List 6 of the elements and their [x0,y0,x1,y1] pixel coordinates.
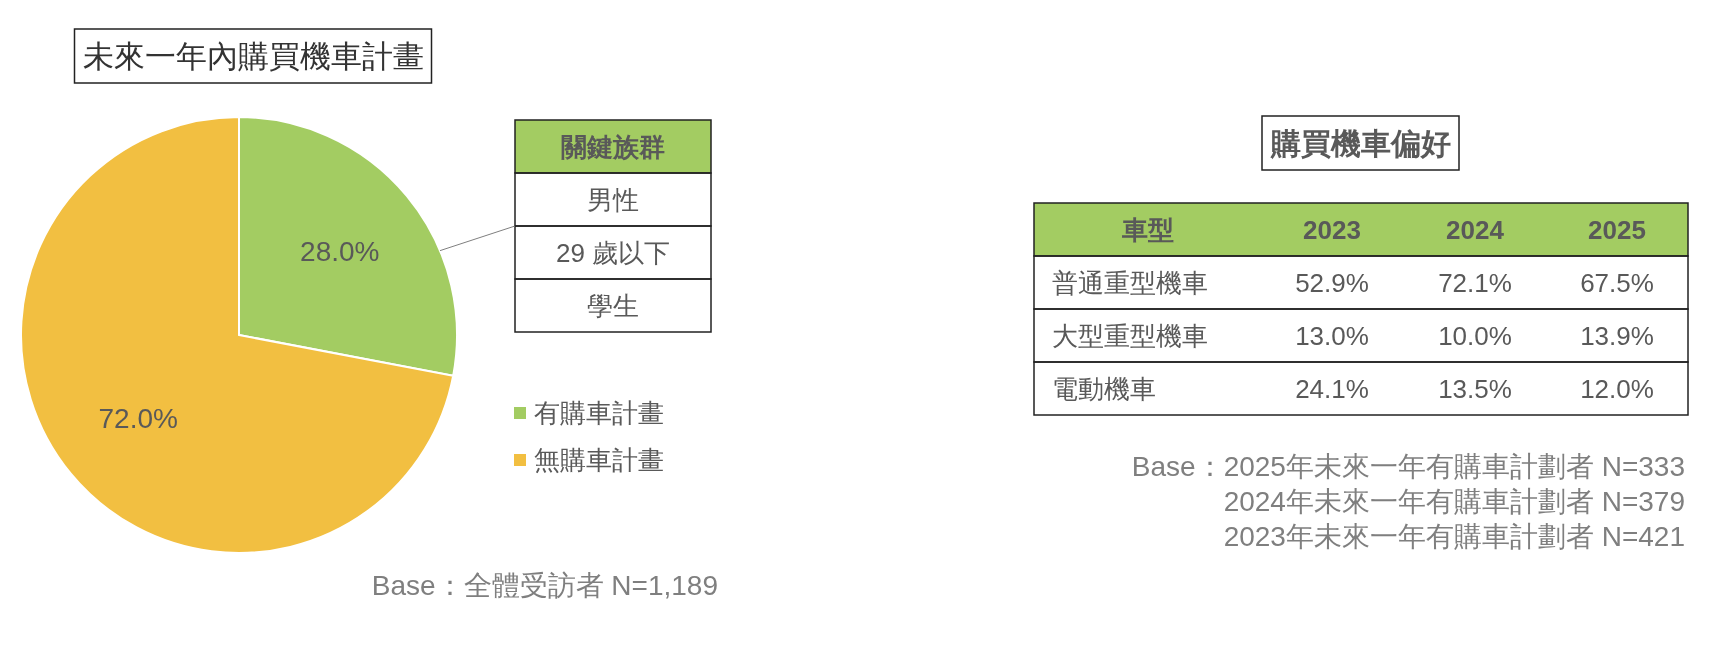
note: 2023年未來一年有購車計劃者 N=421 [1223,520,1685,552]
note: 2024年未來一年有購車計劃者 N=379 [1223,485,1685,517]
note: Base：全體受訪者 N=1,189 [371,569,718,601]
note: Base：2025年未來一年有購車計劃者 N=333 [1131,450,1685,482]
title: 未來一年內購買機車計畫 [82,38,424,74]
title: 購買機車偏好 [1271,126,1451,160]
